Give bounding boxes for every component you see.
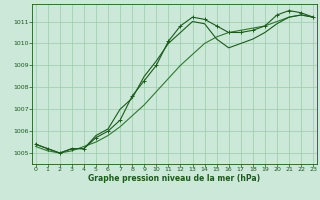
X-axis label: Graphe pression niveau de la mer (hPa): Graphe pression niveau de la mer (hPa) (88, 174, 260, 183)
